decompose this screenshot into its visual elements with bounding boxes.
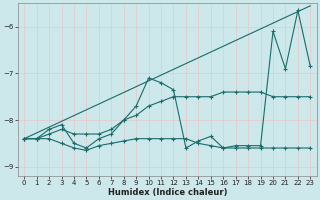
X-axis label: Humidex (Indice chaleur): Humidex (Indice chaleur) — [108, 188, 227, 197]
